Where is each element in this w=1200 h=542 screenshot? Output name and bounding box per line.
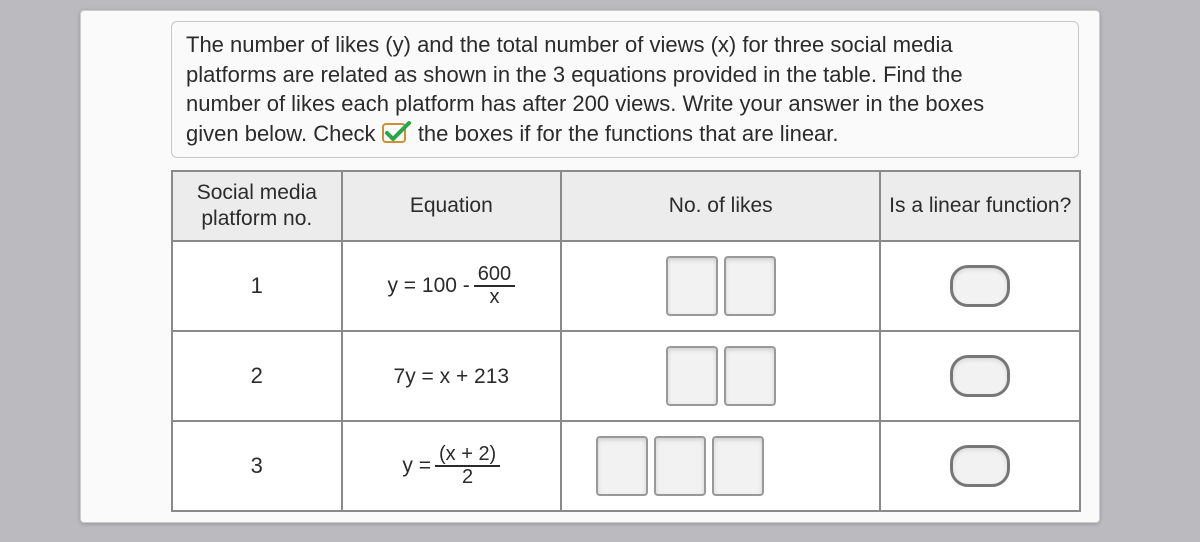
linear-cell <box>880 241 1080 331</box>
likes-cell <box>561 331 880 421</box>
fraction-denominator: 2 <box>435 467 500 488</box>
platform-no-cell: 3 <box>172 421 342 511</box>
fraction-numerator: (x + 2) <box>435 444 500 467</box>
table-body: 1 y = 100 - 600 x <box>172 241 1080 511</box>
fraction-denominator: x <box>474 287 515 308</box>
linear-cell <box>880 421 1080 511</box>
linear-checkbox[interactable] <box>950 445 1010 487</box>
answer-digit-input[interactable] <box>712 436 764 496</box>
prompt-line-2: platforms are related as shown in the 3 … <box>186 62 963 87</box>
linear-cell <box>880 331 1080 421</box>
equation-fraction: (x + 2) 2 <box>435 444 500 488</box>
question-panel: The number of likes (y) and the total nu… <box>80 10 1100 523</box>
equation-fraction: 600 x <box>474 264 515 308</box>
header-likes: No. of likes <box>561 171 880 242</box>
linear-checkbox[interactable] <box>950 265 1010 307</box>
checkmark-icon <box>382 121 412 145</box>
prompt-line-1: The number of likes (y) and the total nu… <box>186 32 953 57</box>
header-equation: Equation <box>342 171 561 242</box>
equation-cell: y = 100 - 600 x <box>342 241 561 331</box>
equation-table: Social media platform no. Equation No. o… <box>171 170 1081 513</box>
prompt-box: The number of likes (y) and the total nu… <box>171 21 1079 158</box>
table-row: 2 7y = x + 213 <box>172 331 1080 421</box>
prompt-line-4a: given below. Check <box>186 121 376 146</box>
equation-lead: y = <box>402 454 431 478</box>
equation-cell: 7y = x + 213 <box>342 331 561 421</box>
header-linear: Is a linear function? <box>880 171 1080 242</box>
linear-checkbox[interactable] <box>950 355 1010 397</box>
equation-cell: y = (x + 2) 2 <box>342 421 561 511</box>
header-platform: Social media platform no. <box>172 171 342 242</box>
answer-digit-input[interactable] <box>666 346 718 406</box>
likes-cell <box>561 421 880 511</box>
likes-cell <box>561 241 880 331</box>
prompt-line-4b: the boxes if for the functions that are … <box>418 121 839 146</box>
fraction-numerator: 600 <box>474 264 515 287</box>
answer-digit-input[interactable] <box>666 256 718 316</box>
answer-boxes <box>566 256 875 316</box>
answer-digit-input[interactable] <box>724 346 776 406</box>
equation-lead: y = 100 - <box>387 274 469 298</box>
equation-text: 7y = x + 213 <box>394 365 510 389</box>
table-row: 3 y = (x + 2) 2 <box>172 421 1080 511</box>
answer-digit-input[interactable] <box>724 256 776 316</box>
table-row: 1 y = 100 - 600 x <box>172 241 1080 331</box>
prompt-line-3: number of likes each platform has after … <box>186 91 984 116</box>
answer-digit-input[interactable] <box>654 436 706 496</box>
answer-digit-input[interactable] <box>596 436 648 496</box>
platform-no-cell: 1 <box>172 241 342 331</box>
answer-boxes <box>566 346 875 406</box>
answer-boxes <box>566 436 875 496</box>
platform-no-cell: 2 <box>172 331 342 421</box>
